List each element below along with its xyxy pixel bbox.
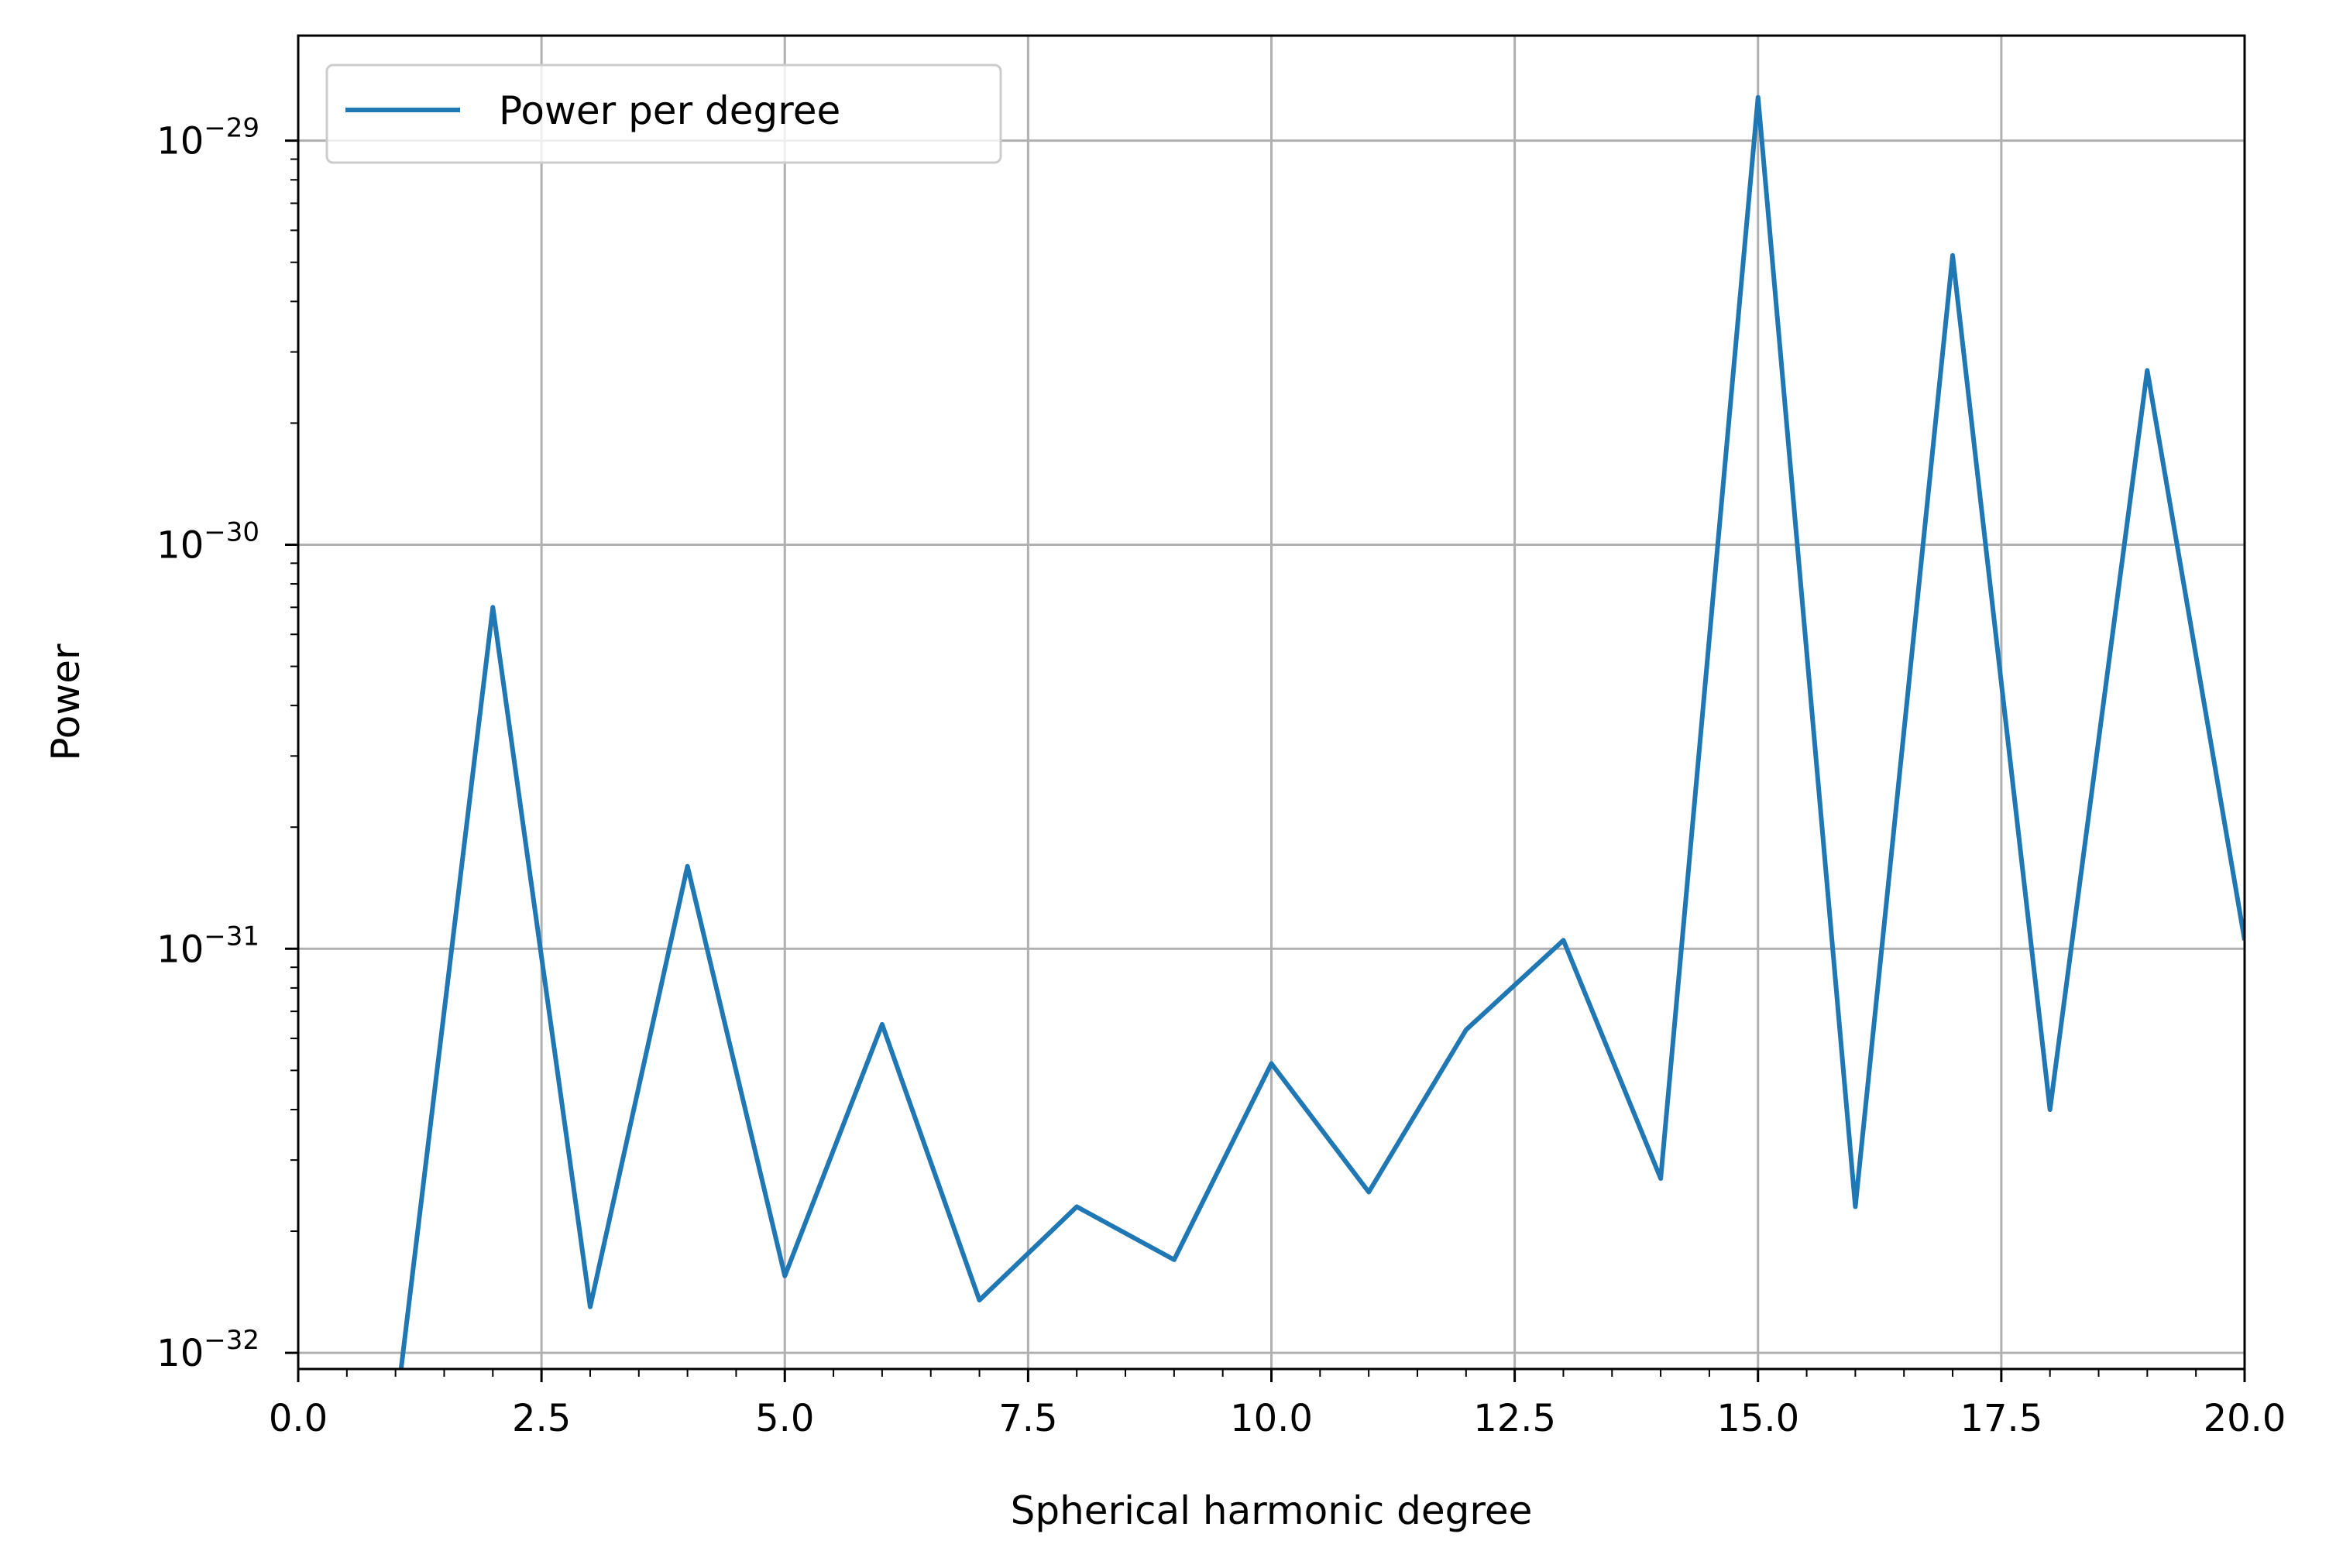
x-tick-label: 0.0 (269, 1397, 328, 1440)
x-tick-label: 5.0 (755, 1397, 814, 1440)
x-axis-label: Spherical harmonic degree (1011, 1488, 1533, 1533)
x-tick-label: 2.5 (512, 1397, 571, 1440)
x-tick-label: 10.0 (1230, 1397, 1313, 1440)
legend-label-power-per-degree: Power per degree (499, 88, 840, 133)
ticks: 0.0 2.5 5.0 7.5 10.0 12.5 15.0 17.5 20.0 10−32 10−… (156, 113, 2286, 1440)
grid (297, 36, 2246, 1369)
y-tick-label: 10−31 (156, 921, 259, 971)
y-tick-label: 10−29 (156, 113, 259, 163)
x-tick-label: 12.5 (1473, 1397, 1556, 1440)
x-tick-label: 15.0 (1716, 1397, 1799, 1440)
legend-box (325, 63, 1002, 164)
x-tick-label: 17.5 (1960, 1397, 2042, 1440)
legend: Power per degree (325, 63, 1002, 164)
y-tick-label: 10−30 (156, 516, 259, 567)
y-axis-label: Power (43, 643, 88, 761)
y-tick-label: 10−32 (156, 1325, 259, 1375)
series-line-power-per-degree (398, 94, 2245, 1369)
x-tick-label: 20.0 (2204, 1397, 2286, 1440)
x-tick-label: 7.5 (998, 1397, 1057, 1440)
